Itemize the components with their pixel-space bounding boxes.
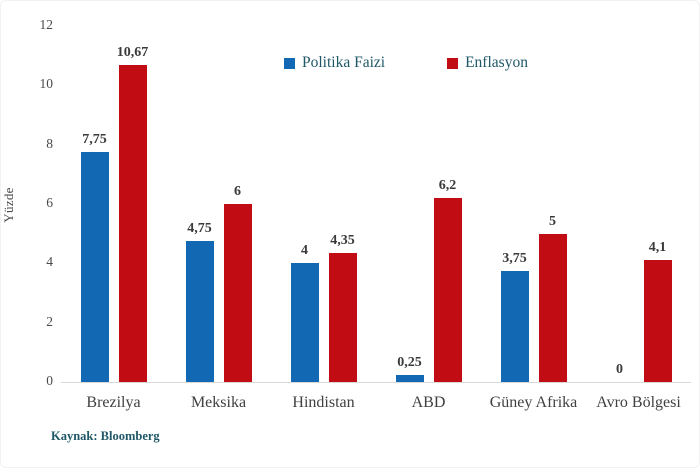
value-label: 4,1 [648, 240, 667, 255]
category-label: Güney Afrika [489, 394, 578, 411]
bar-rect [185, 241, 214, 382]
value-label: 0,25 [397, 355, 422, 370]
bar-rect [433, 198, 462, 382]
bar-rect [500, 271, 529, 382]
bar-rect [538, 234, 567, 382]
bar-pair: 0 4,1 [606, 26, 672, 382]
bar-pair: 4 4,35 [290, 26, 357, 382]
bar-enflasyon: 10,67 [117, 45, 148, 382]
bar-group: 4 4,35 Hindistan [271, 26, 376, 421]
bar-enflasyon: 4,35 [328, 233, 357, 382]
bar-rect [223, 204, 252, 382]
value-label: 3,75 [502, 251, 527, 266]
value-label: 10,67 [116, 45, 149, 60]
bar-rect [328, 253, 357, 382]
y-tick-label: 0 [46, 373, 53, 388]
bar-rect [395, 375, 424, 382]
legend-swatch-red-icon [447, 57, 459, 69]
value-label: 0 [616, 362, 623, 377]
category-label: Brezilya [86, 394, 141, 411]
bar-rect [118, 65, 147, 382]
value-label: 4,75 [187, 221, 212, 236]
category-label: Meksika [190, 394, 247, 411]
bar-pair: 3,75 5 [500, 26, 567, 382]
y-axis-title: Yüzde [1, 187, 16, 223]
bar-politika-faizi: 0,25 [395, 355, 424, 382]
category-label: Hindistan [292, 394, 355, 411]
bar-politika-faizi: 7,75 [80, 132, 109, 382]
bar-politika-faizi: 4 [290, 243, 319, 382]
value-label: 4 [301, 243, 308, 258]
bar-politika-faizi: 3,75 [500, 251, 529, 382]
legend-item-enflasyon: Enflasyon [447, 54, 528, 72]
bar-enflasyon: 6,2 [433, 178, 462, 382]
bar-enflasyon: 6 [223, 184, 252, 382]
bar-pair: 4,75 6 [185, 26, 252, 382]
bar-rect [290, 263, 319, 382]
x-axis-line [61, 382, 691, 383]
category-label: Avro Bölgesi [596, 394, 681, 411]
bar-group: 7,75 10,67 Brezilya [61, 26, 166, 421]
legend-item-politika-faizi: Politika Faizi [284, 54, 385, 72]
bar-rect [643, 260, 672, 382]
bar-enflasyon: 4,1 [643, 240, 672, 382]
y-tick-label: 10 [39, 76, 54, 92]
legend: Politika Faizi Enflasyon [284, 54, 528, 72]
y-tick-label: 2 [46, 313, 53, 329]
value-label: 7,75 [82, 132, 107, 147]
legend-label: Enflasyon [465, 54, 528, 71]
y-tick-label: 4 [46, 254, 53, 270]
bar-rect [80, 152, 109, 382]
bar-pair: 0,25 6,2 [395, 26, 462, 382]
bar-group: 0,25 6,2 ABD [376, 26, 481, 421]
y-tick-label: 6 [46, 195, 53, 210]
y-tick-label: 8 [46, 135, 53, 151]
value-label: 6 [234, 184, 241, 199]
bar-group: 0 4,1 Avro Bölgesi [586, 26, 691, 421]
legend-label: Politika Faizi [302, 54, 386, 71]
plot-area: 7,75 10,67 Brezilya 4,75 6 Meksika 4 4,35 Hindis… [61, 26, 691, 421]
y-tick-label: 12 [39, 17, 54, 32]
value-label: 4,35 [330, 233, 355, 248]
source-note: Kaynak: Bloomberg [51, 429, 160, 443]
bar-politika-faizi: 4,75 [185, 221, 214, 382]
legend-swatch-blue-icon [284, 57, 295, 69]
bar-pair: 7,75 10,67 [80, 26, 148, 382]
bar-enflasyon: 5 [538, 214, 567, 382]
bar-group: 3,75 5 Güney Afrika [481, 26, 586, 421]
value-label: 5 [549, 214, 556, 229]
value-label: 6,2 [438, 178, 457, 193]
bar-group: 4,75 6 Meksika [166, 26, 271, 421]
category-label: ABD [411, 394, 446, 411]
